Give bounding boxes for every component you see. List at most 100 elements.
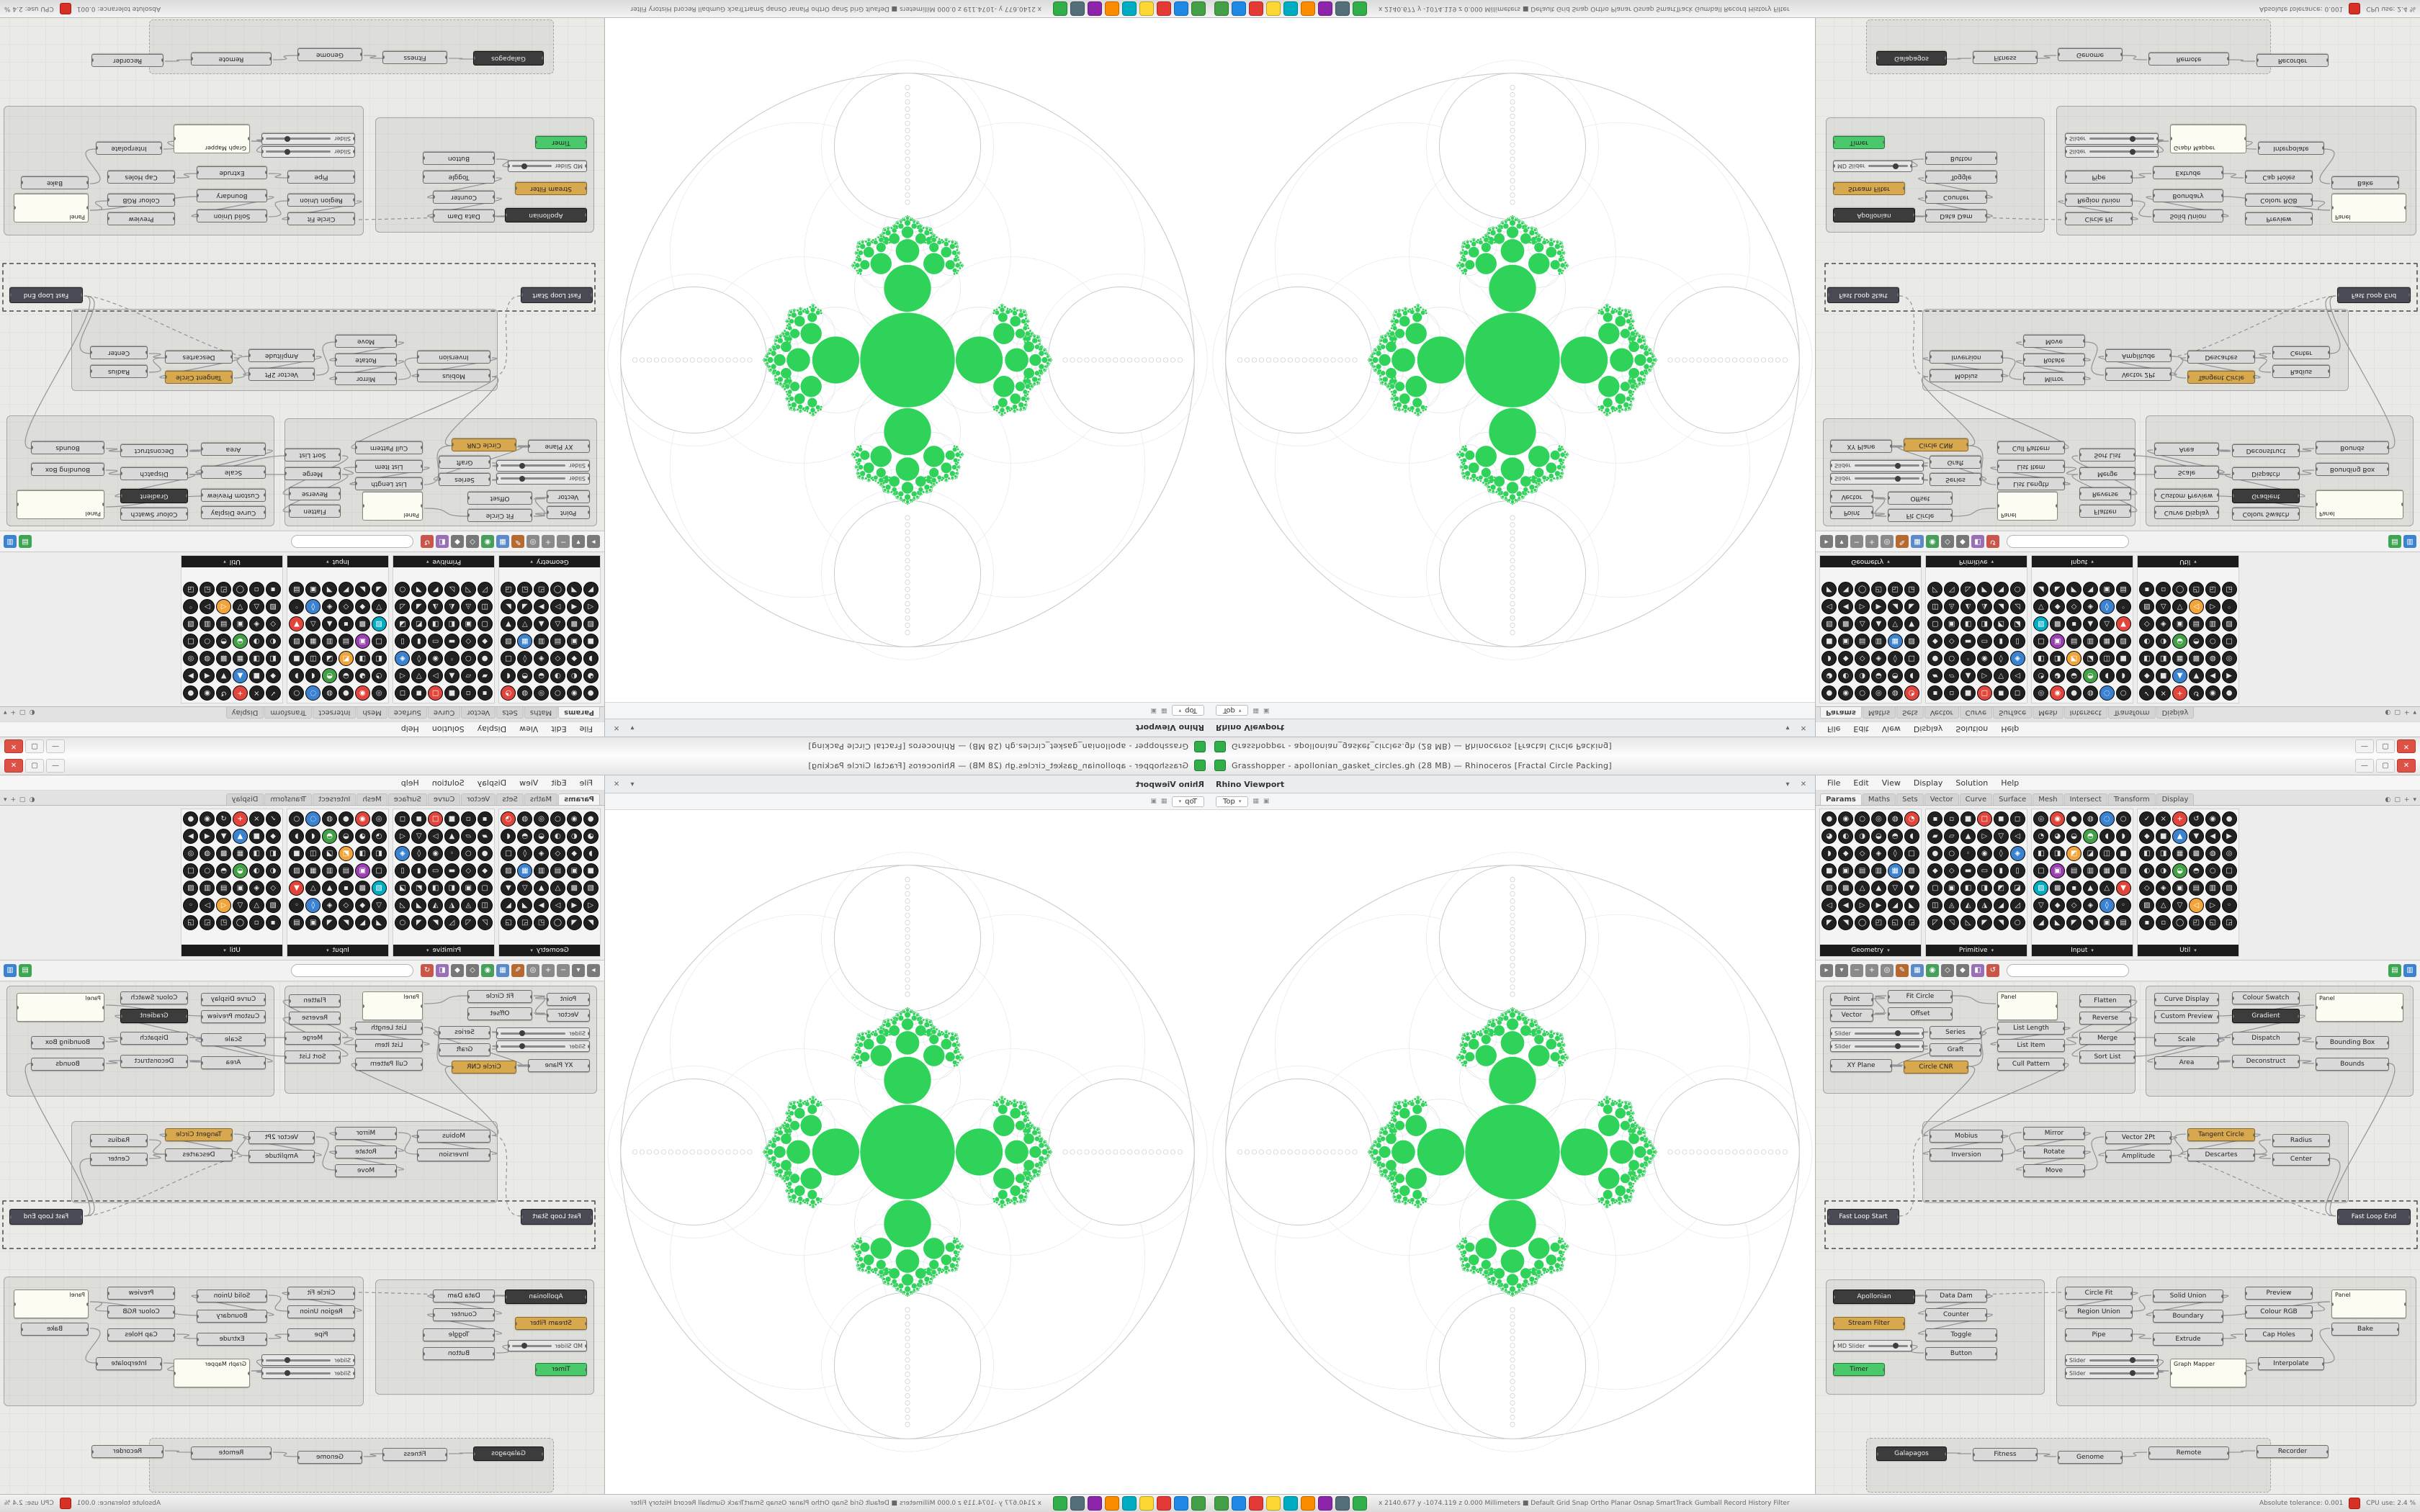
- component-icon[interactable]: ◕: [2050, 668, 2066, 683]
- component-icon[interactable]: ◯: [2172, 582, 2188, 597]
- component-icon[interactable]: ◑: [2156, 634, 2172, 649]
- node-slider[interactable]: Slider: [1830, 473, 1924, 485]
- component-icon[interactable]: ◢: [371, 915, 387, 930]
- component-icon[interactable]: □: [501, 651, 516, 666]
- component-icon[interactable]: ◺: [1960, 915, 1976, 930]
- save-icon[interactable]: ▾: [1835, 535, 1848, 548]
- tabbar-icon-1[interactable]: ▢: [19, 796, 26, 804]
- slider-track[interactable]: [512, 1342, 552, 1349]
- node-move[interactable]: Move: [2023, 335, 2085, 348]
- node-remote[interactable]: Remote: [2148, 1446, 2229, 1459]
- component-icon[interactable]: ◆: [1927, 863, 1943, 878]
- open-document-icon[interactable]: ▥: [4, 964, 17, 977]
- component-icon[interactable]: ◦: [1960, 846, 1976, 861]
- component-icon[interactable]: ◣: [354, 915, 370, 930]
- tab-params[interactable]: Params: [1820, 707, 1862, 719]
- component-icon[interactable]: ◖: [1904, 668, 1919, 683]
- component-icon[interactable]: ◧: [2139, 651, 2155, 666]
- node-mirror[interactable]: Mirror: [335, 372, 397, 385]
- component-icon[interactable]: ▣: [1944, 616, 1960, 631]
- component-icon[interactable]: ▱: [1944, 668, 1960, 683]
- component-icon[interactable]: ▼: [289, 881, 305, 896]
- component-icon[interactable]: ◆: [566, 651, 582, 666]
- component-icon[interactable]: ◭: [1960, 898, 1976, 913]
- component-icon[interactable]: ▧: [183, 616, 199, 631]
- component-icon[interactable]: ◧: [444, 616, 460, 631]
- component-icon[interactable]: ◨: [354, 651, 370, 666]
- component-icon[interactable]: ◦: [1960, 651, 1976, 666]
- component-icon[interactable]: ○: [1944, 846, 1960, 861]
- node-vector-2pt[interactable]: Vector 2Pt: [2105, 368, 2172, 381]
- ribbon-group-label[interactable]: Input ▾: [2032, 945, 2133, 956]
- component-icon[interactable]: □: [1904, 846, 1919, 861]
- tab-maths[interactable]: Maths: [524, 793, 558, 805]
- component-icon[interactable]: △: [248, 898, 264, 913]
- component-icon[interactable]: □: [183, 634, 199, 649]
- slider-track[interactable]: [1854, 1030, 1919, 1036]
- node-slider[interactable]: Slider: [2065, 146, 2159, 158]
- component-icon[interactable]: ▨: [2033, 881, 2049, 896]
- component-icon[interactable]: ↺: [2188, 685, 2204, 701]
- component-icon[interactable]: ◀: [1838, 898, 1854, 913]
- component-icon[interactable]: ◉: [2050, 811, 2066, 827]
- node-genome[interactable]: Genome: [297, 1451, 362, 1464]
- component-icon[interactable]: ●: [1821, 811, 1837, 827]
- node-fast-loop-end[interactable]: Fast Loop End: [2337, 1209, 2411, 1225]
- menu-item-display[interactable]: Display: [1913, 724, 1943, 734]
- component-icon[interactable]: ▮: [1993, 634, 2009, 649]
- tabbar-icon-2[interactable]: +: [2403, 708, 2410, 716]
- node-vector[interactable]: Vector: [1830, 490, 1873, 503]
- node-vector-2pt[interactable]: Vector 2Pt: [248, 368, 315, 381]
- tab-transform[interactable]: Transform: [264, 793, 313, 805]
- taskbar-app-icon[interactable]: [1283, 1496, 1298, 1511]
- node-stream-filter[interactable]: Stream Filter: [1833, 1317, 1905, 1330]
- viewport-grid-icon[interactable]: ▦: [1252, 707, 1259, 714]
- component-icon[interactable]: ◉: [354, 685, 370, 701]
- node-colour-swatch[interactable]: Colour Swatch: [120, 508, 188, 521]
- component-icon[interactable]: ◍: [1887, 685, 1903, 701]
- node-fast-loop-start[interactable]: Fast Loop Start: [1827, 287, 1899, 303]
- tab-intersect[interactable]: Intersect: [313, 793, 357, 805]
- slider-track[interactable]: [2089, 1369, 2154, 1376]
- component-icon[interactable]: ▥: [534, 863, 550, 878]
- node-panel[interactable]: Panel: [1997, 492, 2058, 521]
- node-circle-cnr[interactable]: Circle CNR: [452, 1061, 516, 1074]
- component-icon[interactable]: ▥: [2205, 881, 2220, 896]
- component-icon[interactable]: ○: [460, 846, 476, 861]
- viewport-menu-button[interactable]: ▾: [630, 724, 635, 732]
- component-icon[interactable]: ■: [1960, 811, 1976, 827]
- taskbar-app-icon[interactable]: [1301, 1496, 1315, 1511]
- sketch-icon[interactable]: ✎: [1896, 535, 1909, 548]
- node-center[interactable]: Center: [90, 346, 148, 359]
- component-icon[interactable]: ▭: [1976, 634, 1992, 649]
- component-icon[interactable]: □: [1976, 685, 1992, 701]
- component-icon[interactable]: ◉: [566, 685, 582, 701]
- menu-item-file[interactable]: File: [579, 778, 593, 788]
- node-panel[interactable]: Panel: [2331, 194, 2406, 222]
- node-area[interactable]: Area: [201, 443, 266, 456]
- component-icon[interactable]: ▼: [2188, 829, 2204, 844]
- component-icon[interactable]: ▨: [2139, 898, 2155, 913]
- node-solid-union[interactable]: Solid Union: [2153, 210, 2223, 222]
- component-icon[interactable]: ○: [1855, 811, 1870, 827]
- node-md-slider[interactable]: MD Slider: [1833, 1340, 1912, 1351]
- node-panel[interactable]: Panel: [14, 1290, 89, 1318]
- component-icon[interactable]: ▽: [2172, 599, 2188, 614]
- node-reverse[interactable]: Reverse: [289, 1012, 341, 1025]
- tabbar-icon-2[interactable]: +: [10, 796, 17, 804]
- component-icon[interactable]: ◊: [1993, 846, 2009, 861]
- slider-knob[interactable]: [1894, 1030, 1901, 1036]
- component-icon[interactable]: ◨: [428, 881, 444, 896]
- component-icon[interactable]: ◮: [1976, 599, 1992, 614]
- node-graph-mapper[interactable]: Graph Mapper: [174, 1359, 250, 1387]
- component-icon[interactable]: +: [232, 685, 248, 701]
- node-pipe[interactable]: Pipe: [287, 1328, 355, 1341]
- node-extrude[interactable]: Extrude: [197, 166, 267, 179]
- component-icon[interactable]: ▦: [2172, 651, 2188, 666]
- node-reverse[interactable]: Reverse: [2079, 487, 2131, 500]
- tab-mesh[interactable]: Mesh: [2033, 793, 2063, 805]
- viewport-canvas[interactable]: [1210, 810, 1815, 1494]
- component-icon[interactable]: ◆: [566, 846, 582, 861]
- component-icon[interactable]: ◩: [338, 846, 354, 861]
- component-icon[interactable]: ▥: [322, 634, 338, 649]
